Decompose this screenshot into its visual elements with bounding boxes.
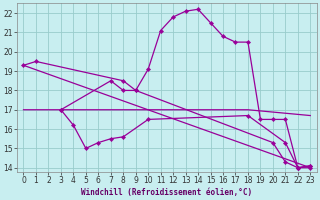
X-axis label: Windchill (Refroidissement éolien,°C): Windchill (Refroidissement éolien,°C) bbox=[81, 188, 252, 197]
